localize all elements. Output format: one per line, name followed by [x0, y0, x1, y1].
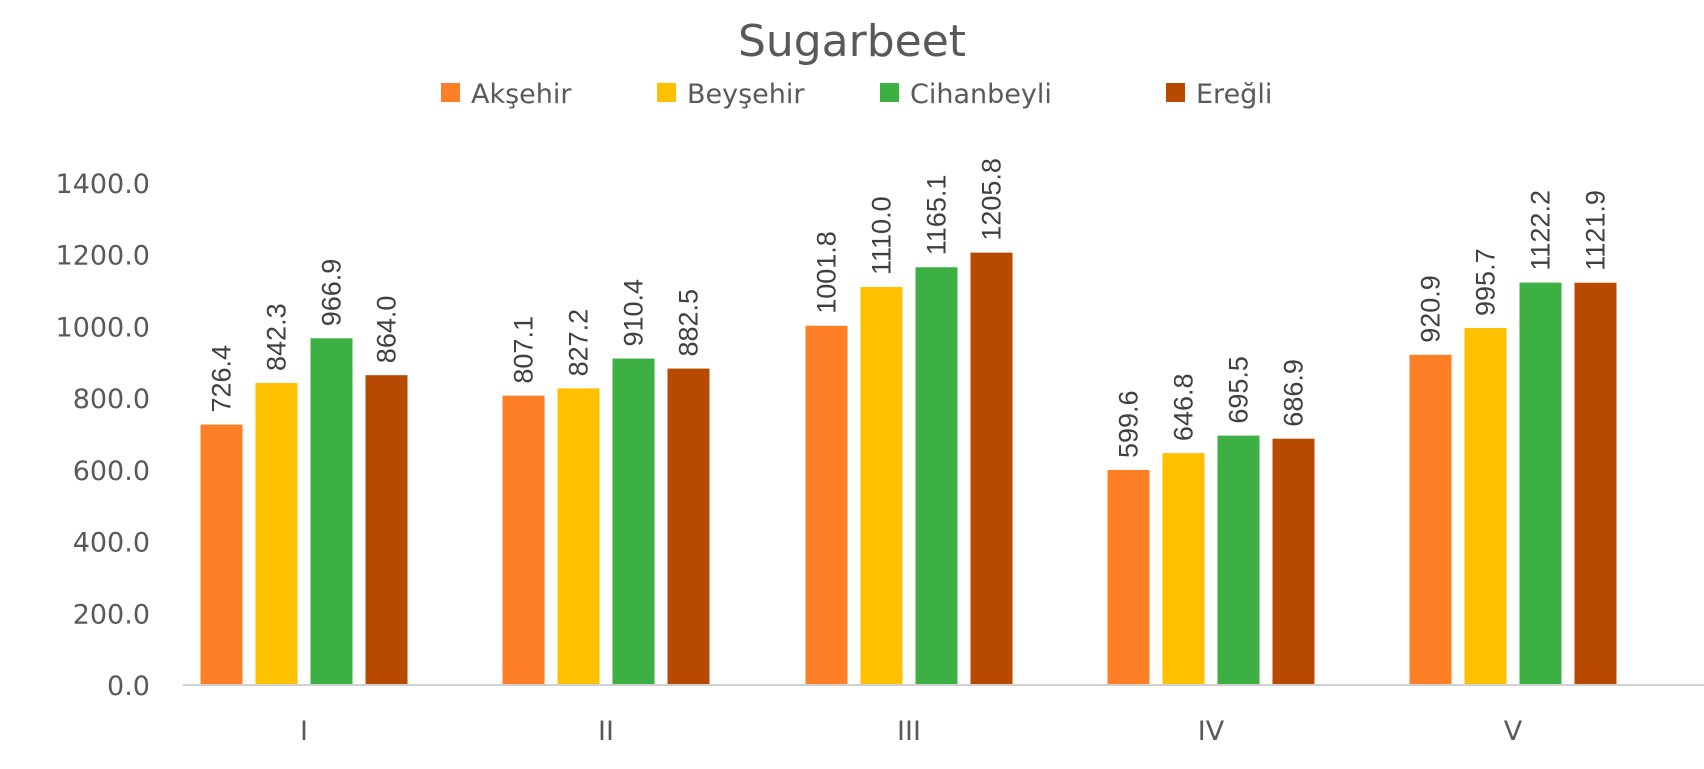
bars [200, 252, 1617, 685]
legend-label: Cihanbeyli [910, 79, 1052, 110]
data-label: 599.6 [1114, 390, 1144, 458]
bar [612, 358, 655, 685]
bar [255, 382, 298, 685]
y-tick-label: 600.0 [73, 456, 150, 487]
bar [860, 286, 903, 685]
data-label: 1001.8 [812, 231, 842, 314]
bar [1409, 354, 1452, 685]
y-tick-label: 1400.0 [56, 169, 150, 200]
x-category-label: IV [1198, 716, 1225, 747]
bar [970, 252, 1013, 685]
x-category-label: III [897, 716, 921, 747]
data-label: 1122.2 [1526, 190, 1556, 271]
legend-label: Akşehir [471, 79, 572, 110]
legend-swatch [1166, 83, 1185, 102]
data-label: 695.5 [1224, 356, 1254, 424]
data-label: 882.5 [674, 289, 704, 357]
y-tick-label: 1000.0 [56, 312, 150, 343]
x-category-label: V [1504, 716, 1523, 747]
y-tick-label: 1200.0 [56, 241, 150, 272]
data-label: 646.8 [1169, 373, 1199, 441]
bar [200, 424, 243, 685]
data-label: 726.4 [207, 345, 237, 413]
bar [1162, 453, 1205, 685]
data-label: 686.9 [1279, 359, 1309, 427]
y-tick-label: 0.0 [107, 671, 150, 702]
data-label: 1121.9 [1581, 190, 1611, 271]
data-label: 1165.1 [922, 175, 952, 256]
bar [365, 375, 408, 685]
data-labels: 726.4 842.3 966.9 864.0 807.1 827.2 910.4 882.5… [207, 158, 1611, 458]
data-label: 827.2 [564, 309, 594, 377]
legend-item: Ereğli [1166, 79, 1272, 110]
x-axis: I II III IV V [183, 684, 1704, 747]
legend: Akşehir Beyşehir Cihanbeyli Ereğli [441, 79, 1272, 110]
bar [310, 338, 353, 685]
bar [1107, 470, 1150, 685]
data-label: 966.9 [317, 259, 347, 327]
bar [1464, 327, 1507, 685]
bar [1217, 435, 1260, 685]
bar [915, 267, 958, 685]
chart-title: Sugarbeet [738, 16, 966, 67]
legend-item: Beyşehir [657, 79, 805, 110]
y-tick-label: 800.0 [73, 384, 150, 415]
data-label: 864.0 [372, 296, 402, 364]
legend-label: Ereğli [1196, 79, 1272, 110]
bar [1519, 282, 1562, 685]
y-tick-label: 400.0 [73, 528, 150, 559]
bar [1574, 282, 1617, 685]
legend-swatch [441, 83, 460, 102]
y-tick-label: 200.0 [73, 599, 150, 630]
bar [805, 325, 848, 685]
data-label: 807.1 [509, 316, 539, 384]
x-category-label: I [300, 716, 308, 747]
data-label: 1110.0 [867, 196, 897, 275]
legend-item: Cihanbeyli [880, 79, 1052, 110]
legend-label: Beyşehir [687, 79, 805, 110]
data-label: 910.4 [619, 279, 649, 347]
data-label: 1205.8 [977, 158, 1007, 241]
bar [1272, 438, 1315, 685]
data-label: 920.9 [1416, 275, 1446, 343]
bar [667, 368, 710, 685]
data-label: 995.7 [1471, 248, 1501, 316]
x-category-label: II [598, 716, 614, 747]
bar [557, 388, 600, 685]
legend-item: Akşehir [441, 79, 572, 110]
bar [502, 395, 545, 685]
legend-swatch [657, 83, 676, 102]
data-label: 842.3 [262, 303, 292, 371]
legend-swatch [880, 83, 899, 102]
y-axis: 0.0 200.0 400.0 600.0 800.0 1000.0 1200.0 1400.… [56, 169, 150, 702]
